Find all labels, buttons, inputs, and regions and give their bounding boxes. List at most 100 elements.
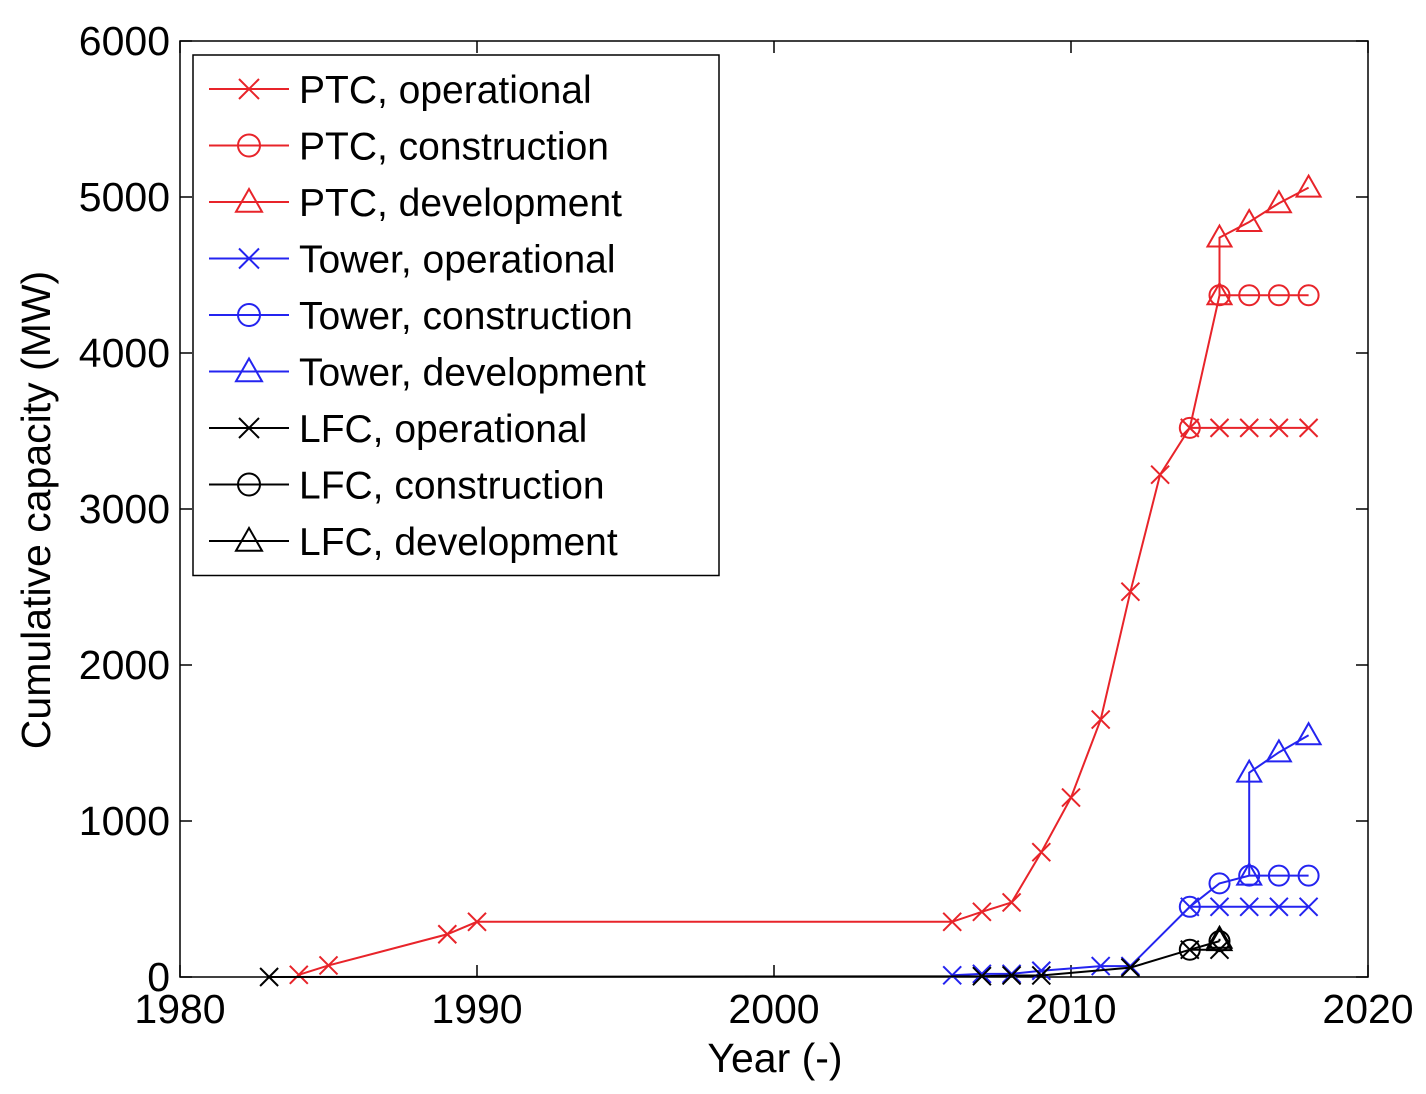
data-point: [1208, 872, 1231, 895]
data-point: [1238, 284, 1261, 307]
data-point: [1031, 842, 1052, 862]
legend-marker: [234, 186, 264, 213]
legend-label: PTC, development: [299, 182, 622, 225]
data-point: [972, 966, 992, 986]
legend-marker: [234, 525, 264, 552]
legend-label: Tower, operational: [299, 239, 616, 282]
series-line: [1189, 940, 1220, 951]
data-point: [1001, 892, 1022, 913]
legend-label: PTC, construction: [299, 126, 609, 169]
series-line: [1218, 186, 1310, 296]
data-point: [467, 912, 487, 932]
data-point: [1001, 965, 1022, 986]
data-point: [1239, 897, 1259, 917]
data-point: [972, 964, 992, 984]
data-point: [1235, 758, 1263, 783]
y-tick-label: 1000: [79, 798, 170, 844]
legend-item-ptc-development: PTC, development: [209, 182, 622, 225]
data-point: [289, 965, 309, 985]
data-point: [1297, 284, 1320, 307]
data-point: [1265, 738, 1293, 763]
data-point: [1269, 418, 1289, 438]
data-point: [1120, 957, 1141, 978]
x-tick-label: 2020: [1322, 986, 1413, 1032]
x-tick-label: 1990: [431, 986, 522, 1032]
series-ptc-construction: [1178, 284, 1320, 439]
legend-item-tower-construction: Tower, construction: [209, 295, 633, 338]
x-axis-title: Year (-): [707, 1035, 842, 1081]
data-point: [1265, 189, 1293, 214]
y-tick-label: 2000: [79, 642, 170, 688]
legend-item-tower-development: Tower, development: [209, 352, 646, 395]
data-point: [318, 955, 339, 976]
legend-marker: [237, 472, 261, 497]
legend-item-lfc-construction: LFC, construction: [209, 465, 605, 508]
legend-label: PTC, operational: [299, 69, 592, 112]
data-point: [1297, 864, 1320, 887]
series-tower-operational: [942, 897, 1319, 985]
legend-item-ptc-construction: PTC, construction: [209, 126, 609, 169]
series-ptc-operational: [289, 418, 1319, 985]
legend: PTC, operational PTC, construction PTC, de…: [192, 54, 720, 577]
data-point: [1267, 864, 1290, 887]
data-point: [1178, 416, 1201, 439]
data-point: [1150, 464, 1170, 485]
data-point: [1267, 284, 1290, 307]
data-point: [1031, 961, 1052, 981]
data-point: [1235, 861, 1263, 886]
legend-marker: [238, 247, 260, 270]
y-tick-label: 3000: [79, 486, 170, 532]
data-point: [942, 912, 962, 932]
series-ptc-development: [1205, 173, 1323, 306]
data-point: [1090, 956, 1111, 976]
data-point: [1205, 223, 1234, 248]
data-point: [1298, 418, 1319, 438]
x-tick-label: 1980: [134, 986, 225, 1032]
data-point: [1178, 895, 1201, 918]
data-point: [1120, 581, 1141, 602]
legend-item-tower-operational: Tower, operational: [209, 239, 616, 282]
legend-item-lfc-development: LFC, development: [209, 521, 618, 564]
data-point: [259, 967, 279, 987]
data-point: [1205, 927, 1234, 952]
data-point: [1090, 709, 1111, 730]
legend-label: Tower, development: [299, 352, 646, 395]
data-point: [1031, 965, 1052, 986]
legend-marker: [237, 133, 261, 158]
data-point: [1294, 721, 1323, 746]
data-point: [1209, 897, 1230, 917]
data-point: [1235, 207, 1263, 232]
x-tick-label: 2000: [728, 986, 819, 1032]
axes: 1980 1990 2000 2010 2020 0 1000 2000 3000 4000 500…: [79, 18, 1414, 1032]
data-point: [1001, 964, 1022, 984]
data-point: [1178, 938, 1201, 961]
legend-marker: [238, 417, 260, 439]
y-axis-title: Cumulative capacity (MW): [13, 271, 59, 749]
data-point: [437, 924, 458, 944]
legend-label: LFC, construction: [299, 465, 605, 508]
legend-label: Tower, construction: [299, 295, 633, 338]
series-layer: [259, 173, 1323, 987]
data-point: [1294, 173, 1323, 198]
series-line: [1248, 734, 1310, 876]
data-point: [1209, 418, 1230, 438]
series-lfc-development: [1205, 924, 1234, 952]
legend-label: LFC, operational: [299, 408, 587, 451]
data-point: [1298, 897, 1319, 917]
data-point: [1269, 897, 1289, 917]
data-point: [1205, 281, 1234, 306]
data-point: [1205, 924, 1234, 949]
legend-marker: [234, 356, 264, 383]
legend-item-lfc-operational: LFC, operational: [209, 408, 587, 451]
series-tower-development: [1235, 721, 1323, 886]
legend-marker: [238, 78, 260, 100]
x-tick-label: 2010: [1025, 986, 1116, 1032]
legend-label: LFC, development: [299, 521, 618, 564]
y-tick-label: 5000: [79, 174, 170, 220]
data-point: [972, 902, 992, 922]
y-tick-label: 0: [147, 954, 170, 1000]
data-point: [1239, 418, 1259, 438]
series-tower-construction: [1178, 864, 1320, 918]
y-tick-label: 4000: [79, 330, 170, 376]
